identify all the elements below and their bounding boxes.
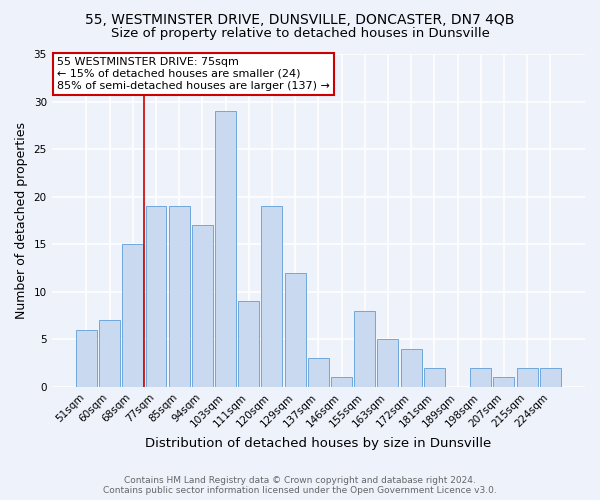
Bar (192, 225, 213, 387)
Bar (424, 368, 445, 387)
Bar (215, 111, 236, 387)
Text: Size of property relative to detached houses in Dunsville: Size of property relative to detached ho… (110, 28, 490, 40)
Text: 55 WESTMINSTER DRIVE: 75sqm
← 15% of detached houses are smaller (24)
85% of sem: 55 WESTMINSTER DRIVE: 75sqm ← 15% of det… (57, 58, 330, 90)
Bar (169, 206, 190, 387)
Bar (76, 330, 97, 387)
Bar (308, 358, 329, 387)
Bar (331, 378, 352, 387)
Bar (401, 349, 422, 387)
Bar (284, 273, 305, 387)
Bar (517, 368, 538, 387)
Y-axis label: Number of detached properties: Number of detached properties (15, 122, 28, 319)
Bar (540, 368, 561, 387)
Bar (354, 311, 375, 387)
Text: 55, WESTMINSTER DRIVE, DUNSVILLE, DONCASTER, DN7 4QB: 55, WESTMINSTER DRIVE, DUNSVILLE, DONCAS… (85, 12, 515, 26)
Bar (262, 206, 283, 387)
Bar (238, 302, 259, 387)
Text: Contains HM Land Registry data © Crown copyright and database right 2024.
Contai: Contains HM Land Registry data © Crown c… (103, 476, 497, 495)
Bar (470, 368, 491, 387)
Bar (122, 244, 143, 387)
Bar (146, 206, 166, 387)
X-axis label: Distribution of detached houses by size in Dunsville: Distribution of detached houses by size … (145, 437, 491, 450)
Bar (377, 340, 398, 387)
Bar (99, 320, 120, 387)
Bar (493, 378, 514, 387)
